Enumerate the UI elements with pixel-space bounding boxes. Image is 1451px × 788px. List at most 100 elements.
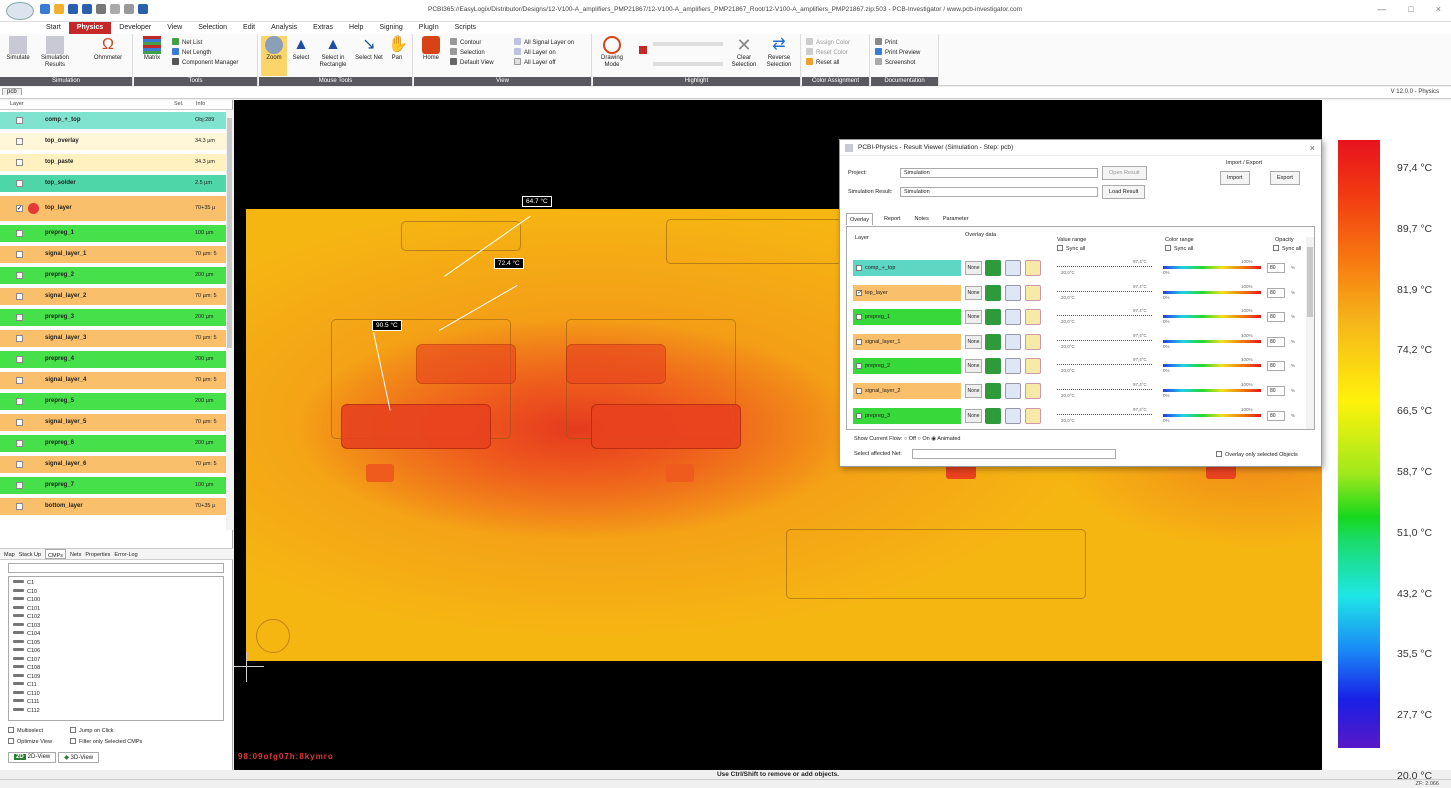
layer-icon[interactable] [68,4,78,14]
color-range-slider[interactable] [1163,339,1261,343]
ruler-icon[interactable] [96,4,106,14]
temperature-label[interactable]: 90.5 °C [372,320,402,331]
overlay-layer-name[interactable]: prepreg_2 [853,358,961,375]
select-rectangle-button[interactable]: ▲ Select in Rectangle [319,36,347,68]
overlay-layer-name[interactable]: prepreg_1 [853,309,961,326]
export-button[interactable]: Export [1270,171,1300,185]
cmp-list-item[interactable]: C112 [13,707,40,715]
layer-row[interactable]: ✓ top_layer 70+35 µ [0,196,226,221]
voltage-icon[interactable] [1025,333,1041,350]
voltage-icon[interactable] [1025,407,1041,424]
flow-off-radio[interactable]: ○ Off [903,436,916,442]
thermal-icon[interactable] [985,383,1001,399]
net-length-button[interactable]: Net Length [172,48,211,57]
cmp-list-item[interactable]: C108 [13,665,40,672]
layer-checkbox[interactable] [16,461,23,468]
maximize-button[interactable]: □ [1408,4,1414,14]
layer-checkbox[interactable] [16,398,23,405]
default-view-button[interactable]: Default View [450,58,494,67]
opacity-spinner[interactable]: 80 [1267,312,1285,323]
layer-row[interactable]: comp_+_top Obj:289 [0,112,226,129]
thermal-icon[interactable] [985,358,1001,375]
matrix-button[interactable]: Matrix [138,36,166,62]
multiselect-checkbox[interactable]: Multiselect [8,727,43,734]
component-manager-button[interactable]: Component Manager [172,58,238,67]
overlay-selected-checkbox[interactable]: Overlay only selected Objects [1216,451,1298,458]
print-preview-button[interactable]: Print Preview [875,48,920,57]
layer-row[interactable]: prepreg_2 200 µm [0,267,226,284]
overlay-layer-name[interactable]: signal_layer_2 [853,383,961,399]
simulation-result-combo[interactable]: Simulation [900,187,1098,197]
optimize-view-checkbox[interactable]: Optimize View [8,738,52,745]
dialog-close-button[interactable]: × [1309,143,1315,153]
layer-checkbox[interactable] [16,159,23,166]
color-range-slider[interactable] [1163,290,1261,294]
opacity-sync-all[interactable]: Sync all [1273,245,1301,252]
opacity-spinner[interactable]: 80 [1267,361,1285,372]
current-density-icon[interactable] [1005,407,1021,424]
close-button[interactable]: × [1435,4,1441,14]
layer-checkbox[interactable] [16,335,23,342]
highlight-color-icon[interactable] [639,46,647,54]
layer-row[interactable]: signal_layer_3 70 µm: 5 [0,330,226,347]
thermal-icon[interactable] [985,333,1001,350]
layer-row[interactable]: prepreg_1 100 µm [0,225,226,242]
layer-checkbox[interactable] [16,272,23,279]
value-sync-all[interactable]: Sync all [1057,245,1085,252]
menu-view[interactable]: View [167,24,183,31]
layer-checkbox[interactable] [16,503,23,510]
overlay-layer-name[interactable]: ✓ top_layer [853,284,961,301]
select-net-button[interactable]: ↘ Select Net [355,36,383,61]
cmp-list-item[interactable]: C103 [13,622,40,630]
tab-map[interactable]: Map [4,552,15,558]
tab-3d-view[interactable]: ◆ 3D-View [58,752,100,763]
view-selection-button[interactable]: Selection [450,48,485,57]
reset-color-button[interactable]: Reset Color [806,48,848,57]
value-range-slider[interactable] [1057,339,1152,341]
flow-on-radio[interactable]: ○ On [917,436,930,442]
contour-button[interactable]: Contour [450,38,481,47]
reverse-selection-button[interactable]: ⇄ Reverse Selection [766,36,792,68]
value-range-slider[interactable] [1057,413,1152,415]
overlay-none-button[interactable]: None [965,359,982,374]
layer-row[interactable]: top_overlay 34.3 µm [0,133,226,150]
overlay-none-button[interactable]: None [965,384,982,398]
tab-stack-up[interactable]: Stack Up [18,552,42,558]
select-icon[interactable] [82,4,92,14]
layer-row[interactable]: prepreg_7 100 µm [0,477,226,494]
net-list-button[interactable]: Net List [172,38,202,47]
menu-help[interactable]: Help [349,24,364,31]
tab-parameter[interactable]: Parameter [942,216,969,222]
layer-checkbox[interactable] [16,251,23,258]
highlight-slider-2[interactable] [653,62,723,66]
color-range-slider[interactable] [1163,364,1261,368]
voltage-icon[interactable] [1025,358,1041,375]
layer-checkbox[interactable] [16,482,23,489]
color-range-slider[interactable] [1163,266,1261,269]
layer-row[interactable]: top_paste 34.3 µm [0,154,226,171]
screenshot-button[interactable]: Screenshot [875,58,915,67]
open-icon[interactable] [54,4,64,14]
menu-selection[interactable]: Selection [198,24,228,31]
overlay-none-button[interactable]: None [965,334,982,349]
cmp-list-item[interactable]: C105 [13,639,40,647]
layer-row[interactable]: signal_layer_4 70 µm: 5 [0,372,226,389]
minimize-button[interactable]: — [1377,4,1387,14]
cmp-list-item[interactable]: C107 [13,656,40,664]
layer-checkbox[interactable] [16,377,23,384]
all-layer-off-button[interactable]: All Layer off [514,58,556,67]
app-logo[interactable] [6,2,34,20]
layer-checkbox[interactable] [16,440,23,447]
voltage-icon[interactable] [1025,260,1041,276]
thermal-icon[interactable] [985,260,1001,276]
new-icon[interactable] [40,4,50,14]
layer-list-scrollbar[interactable] [226,110,233,530]
filter-selected-cmps-checkbox[interactable]: Filter only Selected CMPs [70,738,142,745]
zoom-button[interactable]: Zoom [261,36,287,76]
current-density-icon[interactable] [1005,333,1021,350]
current-density-icon[interactable] [1005,284,1021,301]
affected-net-combo[interactable] [912,449,1116,459]
tab-cmps[interactable]: CMPs [45,549,67,559]
opacity-spinner[interactable]: 80 [1267,287,1285,298]
color-range-slider[interactable] [1163,315,1261,319]
